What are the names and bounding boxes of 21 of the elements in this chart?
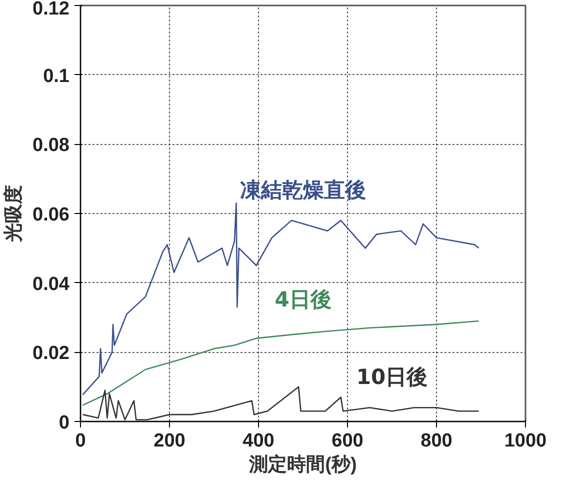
- x-tick-label: 0: [75, 430, 86, 452]
- y-tick-label: 0.04: [32, 274, 70, 295]
- x-tick-label: 1000: [504, 430, 547, 452]
- x-tick-label: 400: [242, 430, 274, 452]
- x-tick-label: 800: [420, 430, 452, 452]
- line-series: [82, 386, 480, 420]
- series-label: 凍結乾燥直後: [240, 178, 366, 202]
- y-axis-title: 光吸度: [2, 185, 25, 243]
- y-tick-label: 0.12: [32, 0, 70, 20]
- y-tick-label: 0: [58, 412, 70, 434]
- y-tick-label: 0.08: [32, 135, 70, 156]
- x-axis-title: 測定時間(秒): [248, 454, 357, 476]
- y-tick-label: 0.1: [43, 66, 70, 87]
- x-tick-label: 600: [332, 430, 364, 452]
- line-series: [82, 320, 480, 406]
- y-tick-label: 0.06: [32, 204, 70, 226]
- y-tick-label: 0.02: [32, 343, 70, 364]
- series-label: 4日後: [274, 288, 332, 312]
- x-tick-label: 200: [154, 430, 186, 452]
- series-label: 10日後: [356, 365, 428, 390]
- line-series: [82, 202, 480, 396]
